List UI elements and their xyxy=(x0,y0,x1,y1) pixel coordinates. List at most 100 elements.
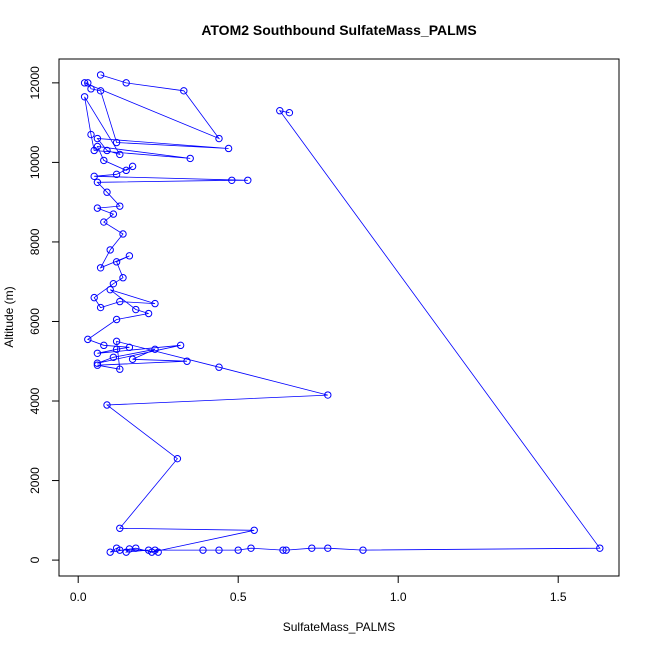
y-tick-label: 12000 xyxy=(28,66,42,100)
data-point xyxy=(234,546,242,554)
data-point xyxy=(324,544,332,552)
data-point xyxy=(359,546,367,554)
data-point xyxy=(93,359,102,367)
data-point xyxy=(106,246,114,254)
y-tick-label: 6000 xyxy=(28,308,42,335)
data-point xyxy=(183,357,191,365)
data-point xyxy=(128,162,137,171)
data-point xyxy=(93,349,102,357)
x-tick-label: 1.5 xyxy=(550,590,567,604)
data-point xyxy=(308,544,316,552)
data-point xyxy=(112,315,121,324)
data-point xyxy=(224,144,233,153)
data-point xyxy=(109,210,118,218)
data-point xyxy=(112,138,121,147)
data-point xyxy=(96,264,105,272)
data-point xyxy=(128,355,137,363)
data-point xyxy=(119,274,127,282)
y-tick-label: 2000 xyxy=(28,467,42,494)
data-point xyxy=(151,299,159,308)
data-point xyxy=(87,85,95,93)
x-tick-label: 1.0 xyxy=(390,590,407,604)
data-point xyxy=(125,343,134,352)
data-point xyxy=(84,335,92,344)
data-point xyxy=(90,172,98,181)
data-point xyxy=(93,361,102,369)
data-point xyxy=(109,353,118,361)
data-point xyxy=(276,107,284,115)
y-axis-label: Altitude (m) xyxy=(2,286,16,347)
series-layer xyxy=(80,71,604,556)
data-point xyxy=(112,170,121,179)
data-point xyxy=(125,252,134,260)
data-point xyxy=(596,544,604,552)
data-point xyxy=(100,341,108,350)
data-point xyxy=(215,363,223,371)
data-point xyxy=(80,79,89,87)
data-point xyxy=(96,303,105,312)
data-point xyxy=(285,108,294,117)
data-point xyxy=(112,345,121,354)
x-axis-label: SulfateMass_PALMS xyxy=(283,620,396,634)
y-tick-label: 10000 xyxy=(28,145,42,179)
y-tick-label: 4000 xyxy=(28,387,42,414)
data-point xyxy=(116,150,124,159)
data-point xyxy=(112,258,121,266)
data-point xyxy=(125,545,134,553)
data-point xyxy=(199,546,207,554)
data-point xyxy=(100,218,108,226)
data-point xyxy=(144,309,153,318)
data-point xyxy=(119,230,127,238)
x-axis: 0.0 0.5 1.0 1.5 xyxy=(70,576,567,604)
data-point xyxy=(103,146,111,155)
data-point xyxy=(106,548,114,556)
data-point xyxy=(279,546,287,554)
plot-frame xyxy=(58,58,620,577)
data-point xyxy=(116,202,124,210)
chart-title: ATOM2 Southbound SulfateMass_PALMS xyxy=(201,22,476,38)
data-point xyxy=(96,87,105,95)
data-point xyxy=(100,156,108,165)
data-point xyxy=(109,279,118,288)
data-point xyxy=(151,345,159,354)
data-point xyxy=(132,305,140,314)
data-point xyxy=(324,391,332,399)
data-point xyxy=(228,176,236,184)
data-point xyxy=(282,546,290,554)
series-line xyxy=(84,74,601,553)
y-tick-label: 8000 xyxy=(28,228,42,255)
y-axis: 0 2000 4000 6000 8000 10000 12000 xyxy=(28,66,59,563)
x-tick-label: 0.5 xyxy=(230,590,247,604)
data-point xyxy=(247,544,255,552)
data-point xyxy=(90,293,98,302)
data-point xyxy=(84,79,92,87)
data-point xyxy=(93,134,102,143)
data-point xyxy=(93,204,102,212)
data-point xyxy=(116,524,124,532)
data-point xyxy=(186,154,194,163)
data-point xyxy=(96,71,105,79)
data-point xyxy=(106,285,114,294)
data-point xyxy=(112,337,121,346)
data-point xyxy=(116,365,124,373)
data-point xyxy=(116,546,124,554)
y-tick-label: 0 xyxy=(28,556,42,563)
data-point xyxy=(176,341,185,350)
data-point xyxy=(180,87,188,95)
data-point xyxy=(250,526,258,534)
data-point xyxy=(122,79,130,87)
data-point xyxy=(151,546,159,554)
data-point xyxy=(215,546,223,554)
data-point xyxy=(93,178,102,186)
data-point xyxy=(116,297,124,306)
data-point xyxy=(122,166,130,175)
data-point xyxy=(80,93,89,101)
data-point xyxy=(93,142,102,151)
data-point xyxy=(215,134,223,143)
data-point xyxy=(173,454,182,463)
x-tick-label: 0.0 xyxy=(70,590,87,604)
data-point xyxy=(103,188,111,196)
data-point xyxy=(87,130,95,139)
data-point xyxy=(244,176,252,184)
